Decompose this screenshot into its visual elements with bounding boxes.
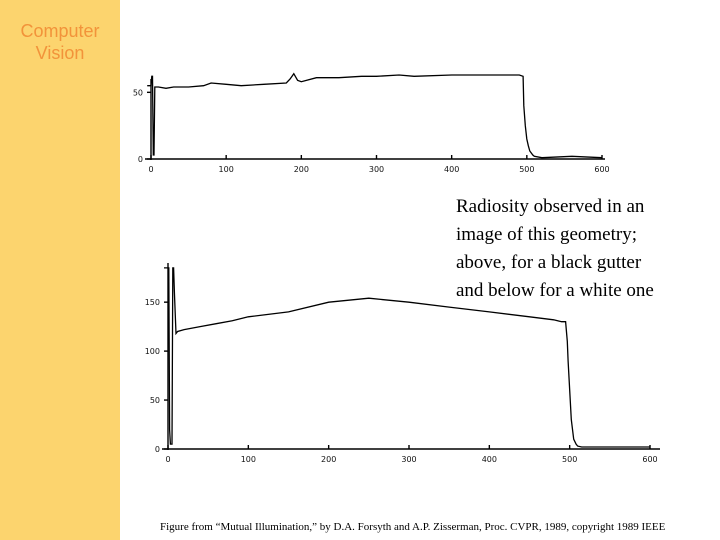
y-tick-label: 150	[145, 298, 160, 307]
caption-line-3: above, for a black gutter	[456, 252, 642, 273]
y-tick-label: 0	[155, 445, 160, 454]
x-tick-label: 500	[562, 455, 577, 464]
course-title-line-1: Computer	[20, 21, 100, 41]
y-tick-label: 50	[133, 88, 143, 97]
x-tick-label: 200	[294, 165, 309, 174]
caption: Radiosity observed in an image of this g…	[456, 193, 716, 305]
y-tick-label: 100	[145, 347, 160, 356]
y-tick-label: 0	[138, 155, 143, 164]
figure-citation: Figure from “Mutual Illumination,” by D.…	[160, 521, 666, 533]
course-title: Computer Vision	[0, 20, 120, 64]
y-tick-label: 50	[150, 396, 160, 405]
radiosity-trace-0	[147, 72, 603, 159]
caption-line-2: image of this geometry;	[456, 224, 637, 245]
chart-top: 0 100 200 300 400 500 600 0 50	[133, 72, 610, 174]
x-tick-label: 100	[219, 165, 234, 174]
x-tick-label: 400	[444, 165, 459, 174]
x-tick-label: 300	[369, 165, 384, 174]
caption-line-4: and below for a white one	[456, 280, 654, 301]
x-tick-label: 400	[482, 455, 497, 464]
x-tick-label: 600	[594, 165, 609, 174]
x-tick-label: 0	[148, 165, 153, 174]
x-tick-label: 0	[165, 455, 170, 464]
x-tick-label: 200	[321, 455, 336, 464]
chart-bottom: 0 100 200 300 400 500 600 0 50 100 150	[145, 263, 660, 464]
sidebar-panel	[0, 0, 120, 540]
caption-line-1: Radiosity observed in an	[456, 196, 645, 217]
x-tick-label: 100	[241, 455, 256, 464]
course-title-line-2: Vision	[35, 43, 85, 63]
x-tick-label: 500	[519, 165, 534, 174]
x-tick-label: 300	[401, 455, 416, 464]
x-tick-label: 600	[642, 455, 657, 464]
radiosity-trace-0	[164, 267, 650, 448]
